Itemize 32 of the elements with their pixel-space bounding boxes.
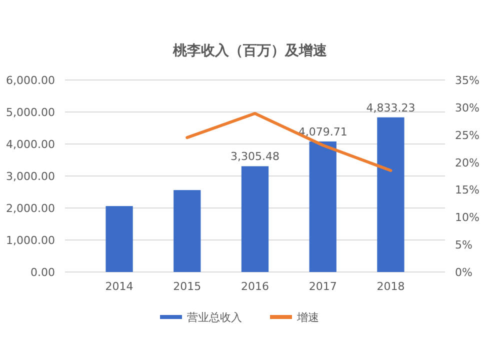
y2-tick-label: 25% xyxy=(455,128,480,142)
data-label: 4,079.71 xyxy=(298,125,348,138)
y2-tick-label: 0% xyxy=(455,266,472,279)
x-tick-label: 2017 xyxy=(308,280,337,293)
y2-tick-label: 20% xyxy=(455,156,480,170)
y2-tick-label: 10% xyxy=(455,211,480,224)
y-tick-label: 6,000.00 xyxy=(6,74,55,87)
data-label: 4,833.23 xyxy=(366,101,416,114)
y2-tick-label: 15% xyxy=(455,184,480,197)
bar xyxy=(241,166,269,272)
y-tick-label: 3,000.00 xyxy=(6,170,55,183)
chart-title: 桃李收入（百万）及增速 xyxy=(172,43,328,59)
bar xyxy=(106,206,133,272)
y-tick-label: 1,000.00 xyxy=(6,234,55,247)
line-series xyxy=(186,112,392,172)
y-tick-label: 2,000.00 xyxy=(6,202,55,215)
bar xyxy=(377,117,404,272)
y2-tick-label: 5% xyxy=(455,238,472,252)
legend-label: 增速 xyxy=(296,311,319,324)
y-tick-label: 0.00 xyxy=(30,266,55,279)
bar xyxy=(309,141,336,272)
x-tick-label: 2016 xyxy=(241,280,269,293)
y2-tick-label: 35% xyxy=(455,74,480,87)
y-tick-label: 4,000.00 xyxy=(6,138,55,151)
y-tick-label: 5,000.00 xyxy=(6,106,55,119)
data-label: 3,305.48 xyxy=(230,150,280,164)
x-tick-label: 2015 xyxy=(173,280,202,293)
bar xyxy=(174,190,201,272)
x-tick-label: 2014 xyxy=(105,280,134,293)
x-tick-label: 2018 xyxy=(376,280,405,293)
y2-tick-label: 30% xyxy=(455,101,480,114)
legend-label: 营业总收入 xyxy=(187,311,242,324)
